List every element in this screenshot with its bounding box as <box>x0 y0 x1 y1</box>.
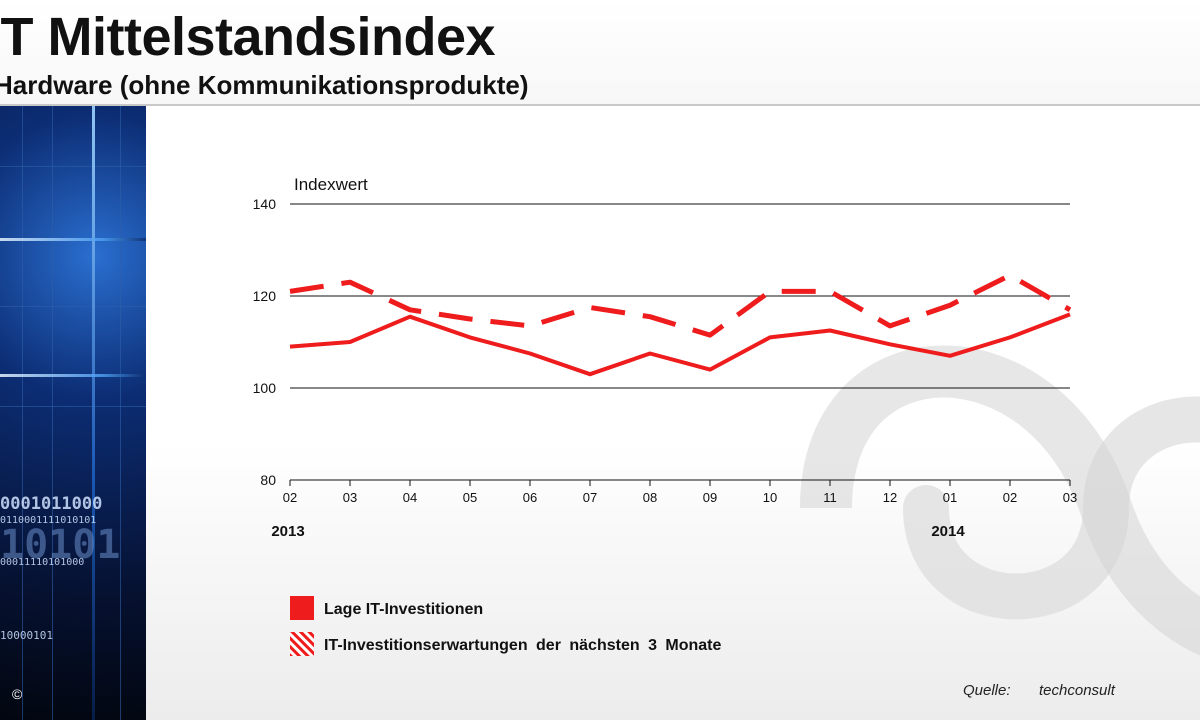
x-tick-label: 03 <box>343 490 357 505</box>
decorative-side-image: 0001011000 0110001111010101 10101 000111… <box>0 106 146 720</box>
line-chart: Indexwert 80 100 120 140 02 03 04 05 06 07 08 09 10 11… <box>253 175 1077 656</box>
source-value: techconsult <box>1039 682 1115 699</box>
legend-label: IT-Investitionserwartungen der nächsten … <box>324 637 722 654</box>
slide-subtitle: Hardware (ohne Kommunikationsprodukte) <box>0 70 529 100</box>
x-tick-label: 01 <box>943 490 957 505</box>
y-tick-label: 140 <box>253 196 277 212</box>
slide-header: IT Mittelstandsindex Hardware (ohne Komm… <box>0 0 1200 106</box>
x-tick-label: 02 <box>283 490 297 505</box>
binary-text: 10101 <box>0 522 121 568</box>
x-tick-label: 04 <box>403 490 417 505</box>
x-tick-label: 12 <box>883 490 897 505</box>
x-tick-label: 03 <box>1063 490 1077 505</box>
y-tick-label: 100 <box>253 380 277 396</box>
x-tick-label: 10 <box>763 490 777 505</box>
x-tick-label: 11 <box>823 490 837 505</box>
binary-text: 0001011000 <box>0 494 103 514</box>
binary-text: 10000101 <box>0 629 53 642</box>
legend-swatch-hatched <box>290 632 314 656</box>
x-tick-label: 05 <box>463 490 477 505</box>
series-line-expectations <box>289 272 1072 338</box>
x-tick-label: 08 <box>643 490 657 505</box>
legend-swatch-solid <box>290 596 314 620</box>
year-label: 2014 <box>931 523 965 540</box>
y-axis-title: Indexwert <box>294 175 368 194</box>
year-label: 2013 <box>271 523 304 540</box>
copyright-mark: © <box>12 686 23 702</box>
source-label: Quelle: <box>963 682 1011 699</box>
slide-title: IT Mittelstandsindex <box>0 7 496 67</box>
x-tick-label: 07 <box>583 490 597 505</box>
series-line-current <box>289 312 1071 377</box>
y-tick-label: 120 <box>253 288 277 304</box>
y-tick-label: 80 <box>260 472 276 488</box>
x-tick-label: 02 <box>1003 490 1017 505</box>
binary-text: 00011110101000 <box>0 557 85 568</box>
legend-label: Lage IT-Investitionen <box>324 601 483 618</box>
infinity-logo-watermark <box>800 345 1200 656</box>
binary-text: 0110001111010101 <box>0 515 97 526</box>
x-tick-label: 06 <box>523 490 537 505</box>
x-tick-label: 09 <box>703 490 717 505</box>
chart-panel: Indexwert 80 100 120 140 02 03 04 05 06 07 08 09 10 11… <box>146 106 1200 720</box>
